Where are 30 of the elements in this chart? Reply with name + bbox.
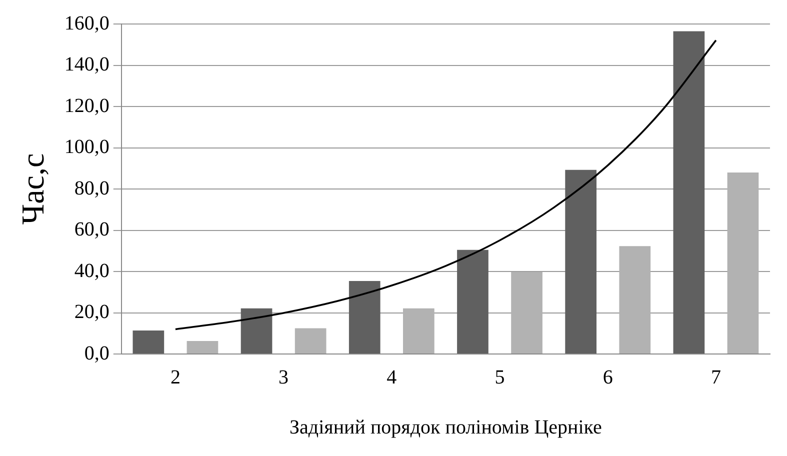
y-tick-label: 140,0	[64, 54, 110, 76]
y-tick-label: 40,0	[74, 260, 110, 282]
x-tick-label: 6	[602, 366, 613, 388]
y-tick-label: 100,0	[64, 136, 110, 158]
line-series	[174, 39, 717, 330]
bar	[186, 341, 218, 354]
x-tick-label: 2	[170, 366, 180, 388]
y-tick-label: 80,0	[74, 177, 110, 200]
bar	[348, 280, 380, 354]
bar	[240, 308, 272, 354]
y-tick-label: 60,0	[74, 218, 110, 240]
bar	[511, 272, 542, 354]
bar	[619, 246, 651, 354]
bar	[457, 250, 488, 354]
bar	[727, 172, 759, 354]
y-tick-label: 20,0	[74, 301, 110, 323]
y-tick-label: 120,0	[64, 94, 110, 117]
bar	[673, 31, 705, 354]
bar	[294, 328, 326, 354]
x-tick-label: 5	[494, 366, 505, 388]
x-tick-label: 7	[710, 366, 721, 388]
bar	[132, 330, 164, 354]
bar	[565, 170, 596, 354]
x-tick-label: 3	[278, 366, 289, 388]
y-tick-label: 160,0	[64, 12, 110, 34]
x-tick-label: 4	[386, 366, 397, 388]
y-tick-label: 0,0	[84, 342, 110, 364]
y-axis-title: Час,с	[14, 153, 51, 225]
bar	[403, 308, 434, 354]
x-axis-title: Задіяний порядок поліномів Церніке	[290, 416, 602, 438]
